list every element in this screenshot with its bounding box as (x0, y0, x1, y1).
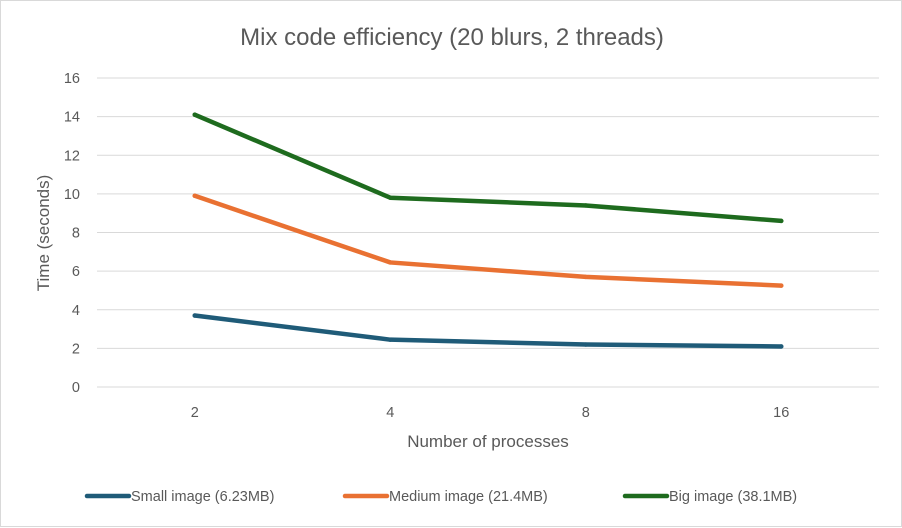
data-point (583, 342, 588, 347)
y-tick-label: 16 (64, 71, 80, 87)
y-tick-label: 2 (72, 341, 80, 357)
y-tick-label: 0 (72, 380, 80, 396)
data-point (388, 337, 393, 342)
y-axis-title: Time (seconds) (34, 175, 53, 292)
data-point (779, 344, 784, 349)
y-tick-label: 12 (64, 148, 80, 164)
data-point (583, 203, 588, 208)
gridlines (97, 77, 879, 388)
data-point (583, 274, 588, 280)
legend: Small image (6.23MB) Medium image (21.4MB… (84, 489, 797, 505)
y-tick-label: 10 (64, 187, 80, 203)
data-point (192, 193, 197, 199)
data-point (779, 283, 784, 288)
series-line-3 (192, 112, 784, 224)
x-axis-ticks: 2 4 8 16 (191, 405, 790, 421)
y-tick-label: 6 (72, 264, 80, 280)
series-lines (192, 112, 784, 349)
legend-label: Big image (38.1MB) (669, 489, 797, 505)
data-point (388, 260, 393, 265)
series-line-2 (192, 193, 784, 288)
chart-title: Mix code efficiency (20 blurs, 2 threads… (240, 24, 664, 51)
x-tick-label: 16 (773, 405, 789, 421)
legend-label: Small image (6.23MB) (131, 489, 274, 505)
series-line-1 (192, 313, 784, 349)
data-point (388, 195, 393, 200)
x-tick-label: 2 (191, 405, 199, 421)
y-axis-ticks: 0 2 4 6 8 10 12 14 16 (64, 71, 80, 396)
data-point (192, 112, 197, 117)
y-tick-label: 4 (72, 303, 80, 319)
x-tick-label: 4 (386, 405, 394, 421)
legend-label: Medium image (21.4MB) (389, 489, 548, 505)
y-tick-label: 14 (64, 110, 80, 126)
y-tick-label: 8 (72, 226, 80, 242)
x-axis-title: Number of processes (407, 432, 569, 451)
x-tick-label: 8 (582, 405, 590, 421)
data-point (779, 218, 784, 224)
data-point (192, 313, 197, 318)
